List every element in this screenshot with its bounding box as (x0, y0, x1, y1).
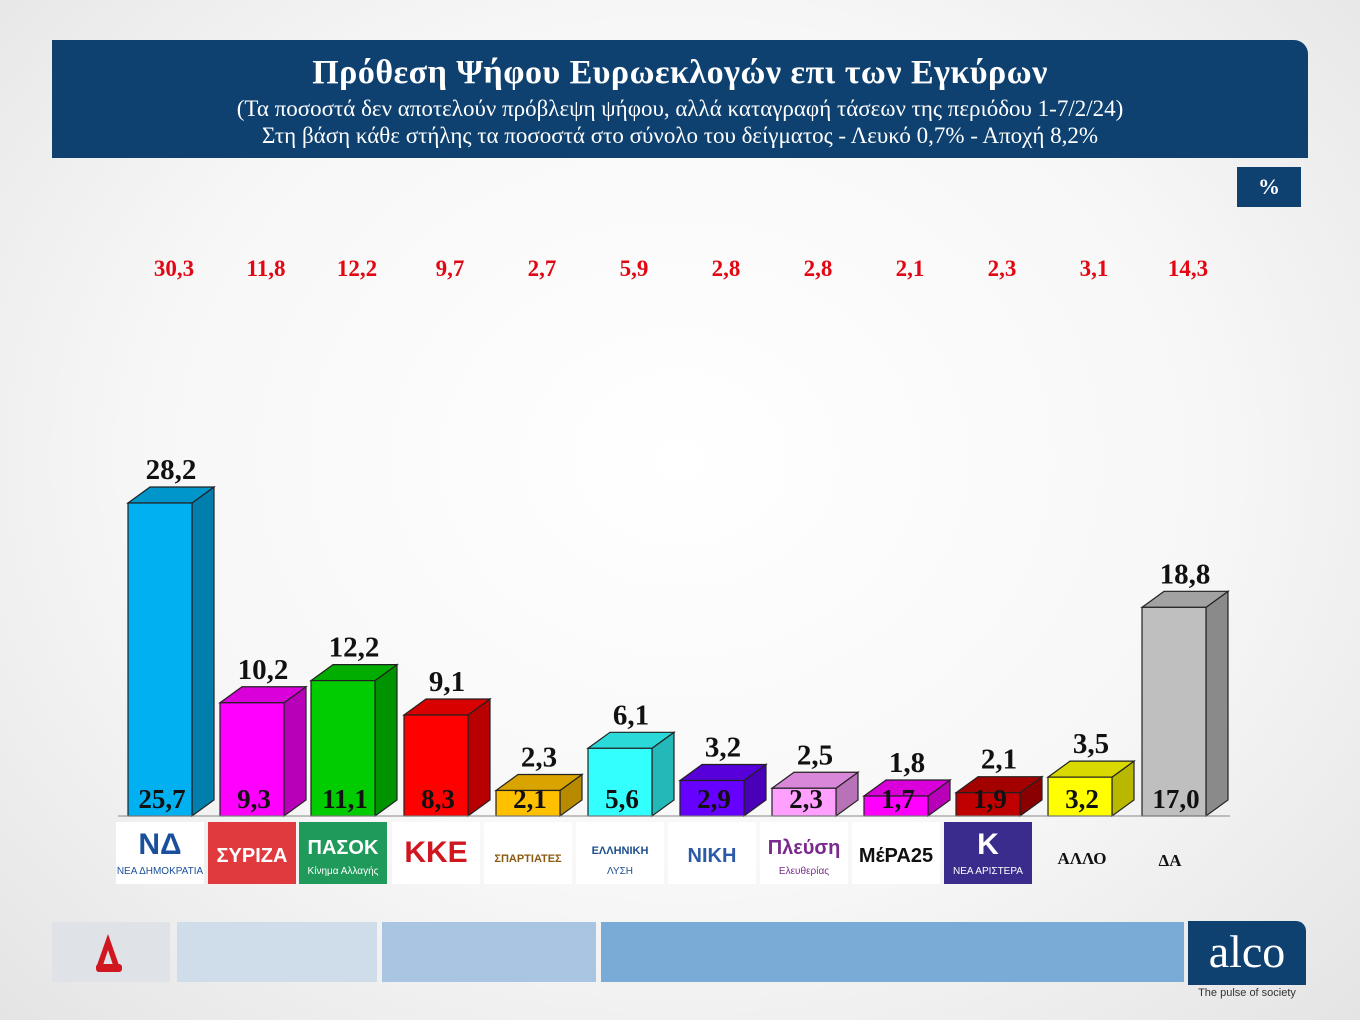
category-label-other: ΑΛΛΟ (1058, 849, 1107, 868)
bar-value-label-5: 6,1 (613, 699, 649, 731)
party-logo-bg-6 (668, 822, 756, 884)
bar-4 (495, 789, 561, 817)
party-logo-bg-3 (392, 822, 480, 884)
party-logo-text-1: ΣΥΡΙΖΑ (217, 845, 288, 867)
bar-side-2 (374, 663, 398, 818)
bar-2 (310, 679, 376, 817)
party-logo-7: Πλεύση Ελευθερίας (760, 822, 848, 884)
prev-value-label-0: 30,3 (154, 256, 194, 281)
prev-value-label-9: 2,3 (988, 256, 1017, 281)
chart-title: Πρόθεση Ψήφου Ευρωεκλογών επι των Εγκύρω… (312, 54, 1048, 91)
bar-side-11 (1205, 590, 1229, 818)
alco-tagline: The pulse of society (1198, 987, 1296, 999)
party-logo-6: ΝΙΚΗ (668, 822, 756, 884)
bar-total-label-11: 17,0 (1152, 784, 1199, 814)
party-logo-2: ΠΑΣΟΚ Κίνημα Αλλαγής (299, 822, 387, 884)
party-logo-text-8: ΜέΡΑ25 (859, 845, 933, 867)
bar-6 (679, 779, 745, 817)
alco-logo: alco (1188, 921, 1306, 985)
party-logo-text-0: ΝΔ (138, 828, 181, 861)
party-logo-text-6: ΝΙΚΗ (688, 845, 737, 867)
unit-badge: % (1237, 167, 1301, 207)
bar-total-label-9: 1,9 (973, 784, 1007, 814)
bar-value-label-2: 12,2 (329, 632, 380, 664)
bar-total-label-10: 3,2 (1065, 784, 1099, 814)
bar-side-3 (467, 697, 491, 818)
prev-value-label-1: 11,8 (247, 256, 286, 281)
bar-value-label-6: 3,2 (705, 731, 741, 763)
party-logo-5: ΕΛΛΗΝΙΚΗ ΛΥΣΗ (576, 822, 664, 884)
bar-10 (1047, 776, 1113, 817)
chart-header: Πρόθεση Ψήφου Ευρωεκλογών επι των Εγκύρω… (52, 40, 1308, 158)
party-logo-sub-5: ΛΥΣΗ (607, 866, 633, 877)
bar-total-label-3: 8,3 (421, 784, 455, 814)
party-logo-bg-0 (116, 822, 204, 884)
bar-total-label-1: 9,3 (237, 784, 271, 814)
bar-value-label-9: 2,1 (981, 744, 1017, 776)
bar-total-label-5: 5,6 (605, 784, 639, 814)
party-logo-1: ΣΥΡΙΖΑ (208, 822, 296, 884)
bar-value-label-8: 1,8 (889, 747, 925, 779)
party-logo-4: ΣΠΑΡΤΙΑΤΕΣ (484, 822, 572, 884)
party-logo-text-7: Πλεύση (768, 837, 841, 859)
party-logo-bg-5 (576, 822, 664, 884)
chart-subtitle-1: (Τα ποσοστά δεν αποτελούν πρόβλεψη ψήφου… (236, 96, 1124, 121)
bar-7 (771, 787, 837, 817)
bar-total-label-2: 11,1 (322, 784, 368, 814)
chart-subtitle-2: Στη βάση κάθε στήλης τα ποσοστά στο σύνο… (261, 123, 1099, 148)
prev-value-label-8: 2,1 (896, 256, 925, 281)
bar-value-label-7: 2,5 (797, 739, 833, 771)
bar-value-label-0: 28,2 (146, 454, 197, 486)
bar-value-label-4: 2,3 (521, 741, 557, 773)
prev-value-label-10: 3,1 (1080, 256, 1109, 281)
party-logo-bg-9 (944, 822, 1032, 884)
bar-side-1 (283, 685, 307, 818)
bar-total-label-7: 2,3 (789, 784, 823, 814)
party-logo-text-3: ΚΚΕ (404, 836, 467, 869)
party-logo-sub-9: ΝΕΑ ΑΡΙΣΤΕΡΑ (953, 866, 1023, 877)
party-logo-bg-7 (760, 822, 848, 884)
bar-value-label-10: 3,5 (1073, 728, 1109, 760)
party-logo-8: ΜέΡΑ25 (852, 822, 940, 884)
party-logo-9: Κ ΝΕΑ ΑΡΙΣΤΕΡΑ (944, 822, 1032, 884)
prev-value-label-6: 2,8 (712, 256, 741, 281)
party-logo-3: ΚΚΕ (392, 822, 480, 884)
footer-strip-2 (382, 922, 596, 982)
bar-total-label-6: 2,9 (697, 784, 731, 814)
party-logo-sub-0: ΝΕΑ ΔΗΜΟΚΡΑΤΙΑ (117, 866, 204, 877)
bar-value-label-3: 9,1 (429, 666, 465, 698)
footer-strip-1 (177, 922, 377, 982)
bar-total-label-0: 25,7 (138, 784, 185, 814)
alpha-news-logo (52, 922, 170, 982)
party-logo-bg-8 (852, 822, 940, 884)
bar-0 (127, 502, 193, 817)
party-logo-bg-1 (208, 822, 296, 884)
prev-value-label-11: 14,3 (1168, 256, 1208, 281)
prev-value-label-7: 2,8 (804, 256, 833, 281)
prev-value-label-4: 2,7 (528, 256, 557, 281)
party-logo-sub-2: Κίνημα Αλλαγής (308, 865, 379, 877)
footer-strip-3 (601, 922, 1184, 982)
bar-value-label-1: 10,2 (238, 654, 289, 686)
bar-side-0 (191, 485, 215, 818)
party-logo-0: ΝΔ ΝΕΑ ΔΗΜΟΚΡΑΤΙΑ (116, 822, 204, 884)
party-logo-bg-4 (484, 822, 572, 884)
category-label-da: ΔΑ (1159, 851, 1183, 870)
bar-3 (403, 714, 469, 817)
party-logo-text-4: ΣΠΑΡΤΙΑΤΕΣ (494, 853, 562, 865)
bar-value-label-11: 18,8 (1160, 558, 1211, 590)
party-logo-sub-7: Ελευθερίας (779, 865, 829, 877)
prev-value-label-5: 5,9 (620, 256, 649, 281)
party-logo-bg-2 (299, 822, 387, 884)
bar-5 (587, 747, 653, 817)
party-logo-text-5: ΕΛΛΗΝΙΚΗ (592, 845, 649, 857)
party-logo-text-2: ΠΑΣΟΚ (308, 837, 379, 859)
prev-value-label-3: 9,7 (436, 256, 465, 281)
prev-value-label-2: 12,2 (337, 256, 377, 281)
bar-total-label-8: 1,7 (881, 784, 915, 814)
bar-total-label-4: 2,1 (513, 784, 547, 814)
party-logo-text-9: Κ (977, 828, 999, 861)
